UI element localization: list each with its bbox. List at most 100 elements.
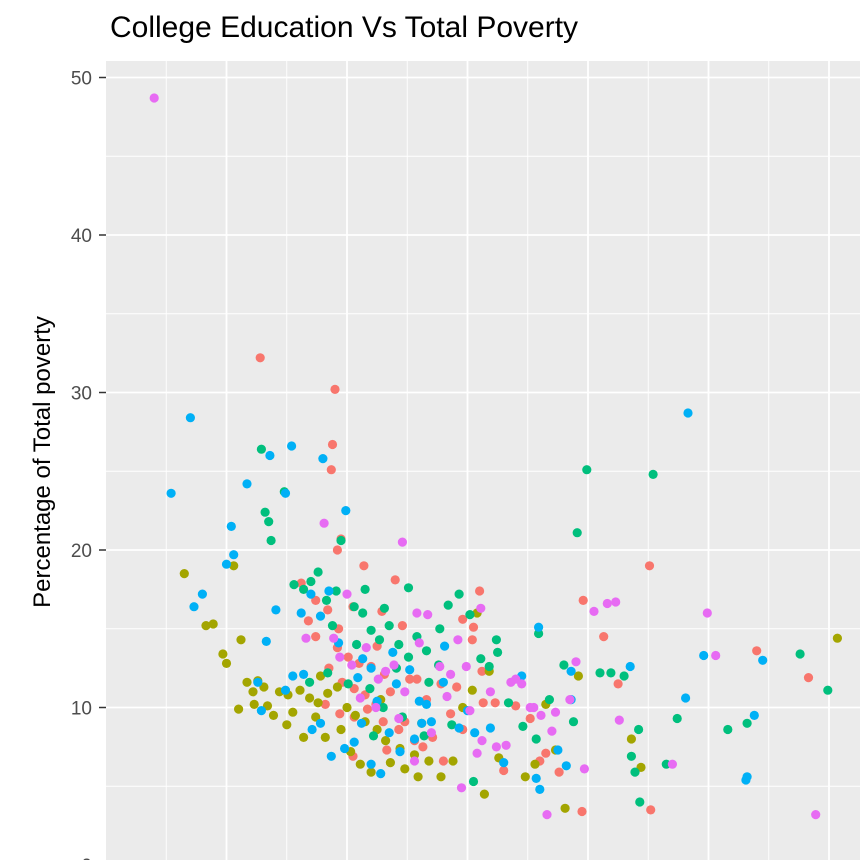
data-point: [435, 661, 445, 672]
data-point: [535, 784, 545, 795]
data-point: [421, 646, 432, 656]
data-point: [448, 756, 458, 766]
data-point: [382, 745, 392, 755]
data-point: [303, 616, 313, 626]
data-point: [499, 758, 509, 768]
data-point: [371, 702, 381, 713]
data-point: [315, 611, 326, 621]
data-point: [331, 586, 341, 596]
data-point: [299, 669, 309, 680]
data-point: [501, 740, 511, 750]
data-point: [423, 610, 433, 620]
data-point: [271, 605, 281, 615]
plot-panel: [106, 61, 860, 860]
data-point: [541, 748, 551, 758]
data-point: [823, 685, 833, 695]
data-point: [394, 639, 404, 650]
y-axis: 0 10 20 30 40 50: [71, 69, 106, 860]
data-point: [579, 764, 590, 774]
data-point: [378, 717, 388, 727]
data-point: [376, 769, 386, 779]
data-point: [264, 517, 274, 527]
data-point: [306, 589, 316, 599]
data-point: [336, 724, 346, 735]
data-point: [362, 704, 373, 714]
data-point: [374, 635, 385, 645]
data-point: [635, 797, 645, 807]
data-point: [565, 695, 575, 705]
data-point: [611, 597, 621, 607]
data-point: [208, 619, 218, 629]
data-point: [461, 661, 471, 672]
data-point: [491, 742, 501, 752]
data-point: [447, 720, 457, 730]
data-point: [234, 704, 244, 714]
data-point: [573, 671, 584, 681]
data-point: [478, 698, 488, 708]
data-point: [630, 767, 640, 777]
data-point: [454, 723, 464, 733]
data-point: [390, 575, 400, 585]
data-point: [311, 712, 321, 722]
data-point: [412, 674, 422, 684]
data-point: [358, 654, 368, 664]
data-point: [366, 625, 376, 635]
data-point: [470, 728, 480, 738]
data-point: [356, 718, 367, 728]
data-point: [550, 707, 561, 717]
data-point: [329, 633, 339, 643]
data-point: [226, 521, 236, 532]
data-point: [315, 718, 326, 728]
data-point: [394, 724, 404, 735]
data-point: [330, 384, 340, 394]
data-point: [711, 650, 721, 661]
data-point: [672, 713, 682, 724]
data-point: [553, 745, 563, 755]
data-point: [525, 713, 535, 724]
data-point: [327, 439, 338, 450]
data-point: [683, 408, 693, 418]
data-point: [479, 789, 489, 799]
data-point: [389, 660, 399, 670]
data-point: [403, 652, 414, 662]
data-point: [323, 668, 333, 678]
data-point: [352, 639, 362, 650]
data-point: [442, 691, 452, 702]
data-point: [311, 595, 321, 606]
data-point: [561, 761, 571, 771]
data-point: [305, 677, 315, 687]
data-point: [341, 506, 351, 516]
data-point: [391, 679, 401, 689]
data-point: [384, 621, 394, 631]
data-point: [595, 668, 605, 678]
y-tick-label: 20: [71, 541, 92, 562]
data-point: [414, 696, 424, 706]
data-point: [458, 614, 468, 624]
y-tick-label: 30: [71, 384, 92, 405]
data-point: [373, 674, 383, 684]
data-point: [476, 654, 486, 664]
data-point: [403, 583, 414, 593]
data-point: [355, 693, 365, 703]
data-point: [467, 635, 477, 645]
data-point: [758, 655, 768, 665]
data-point: [577, 806, 587, 817]
data-point: [365, 684, 375, 694]
data-point: [517, 679, 527, 689]
data-point: [536, 710, 546, 721]
y-tick-label: 50: [71, 69, 92, 90]
data-point: [485, 687, 495, 697]
data-point: [342, 589, 352, 599]
data-point: [282, 720, 292, 730]
data-point: [446, 669, 456, 680]
data-point: [323, 605, 333, 615]
data-point: [318, 454, 328, 464]
data-point: [261, 636, 271, 647]
data-point: [436, 772, 446, 782]
data-point: [626, 751, 637, 761]
data-point: [366, 767, 376, 777]
data-point: [355, 759, 365, 769]
data-point: [381, 666, 391, 676]
data-point: [811, 810, 821, 820]
data-point: [566, 666, 576, 676]
